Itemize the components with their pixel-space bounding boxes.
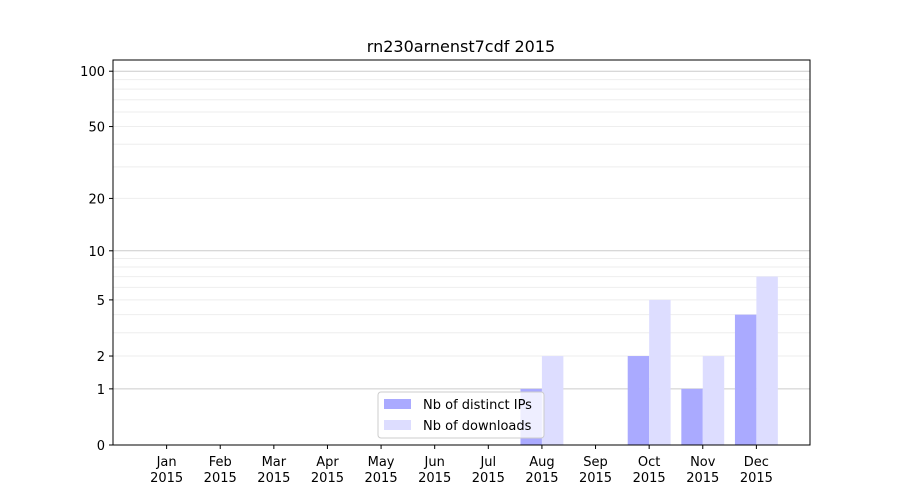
x-tick-label: Aug 2015 <box>525 455 558 486</box>
bar-downloads <box>702 356 725 445</box>
y-tick-label: 100 <box>80 65 105 80</box>
y-tick-label: 10 <box>88 245 105 260</box>
y-tick-label: 50 <box>88 121 105 136</box>
x-tick-label: May 2015 <box>365 455 398 486</box>
legend-swatch <box>384 420 411 430</box>
bar-downloads <box>649 299 671 445</box>
bar-downloads <box>756 276 778 445</box>
x-tick-label: Apr 2015 <box>311 455 344 486</box>
x-tick-label: Nov 2015 <box>686 455 719 486</box>
y-tick-label: 2 <box>97 350 105 365</box>
bar-distinct-ips <box>681 388 703 445</box>
x-tick-label: Jun 2015 <box>418 455 451 486</box>
x-tick-label: Jan 2015 <box>150 455 183 486</box>
bar-downloads <box>541 356 564 445</box>
legend-swatch <box>384 399 411 409</box>
x-tick-label: Feb 2015 <box>204 455 237 486</box>
axes-frame <box>112 59 811 446</box>
x-tick-label: Sep 2015 <box>579 455 612 486</box>
legend-box <box>377 391 545 439</box>
x-tick-label: Dec 2015 <box>740 455 773 486</box>
chart-title: rn230arnenst7cdf 2015 <box>367 37 555 56</box>
x-tick-label: Oct 2015 <box>633 455 666 486</box>
y-tick-label: 0 <box>97 439 105 454</box>
x-tick-label: Mar 2015 <box>257 455 290 486</box>
legend-label: Nb of distinct IPs <box>423 398 532 413</box>
x-tick-label: Jul 2015 <box>472 455 505 486</box>
y-tick-label: 5 <box>97 294 105 309</box>
y-tick-label: 20 <box>88 192 105 207</box>
y-tick-label: 1 <box>97 383 105 398</box>
bar-distinct-ips <box>627 356 650 445</box>
bar-distinct-ips <box>734 314 757 445</box>
legend-label: Nb of downloads <box>423 419 532 434</box>
